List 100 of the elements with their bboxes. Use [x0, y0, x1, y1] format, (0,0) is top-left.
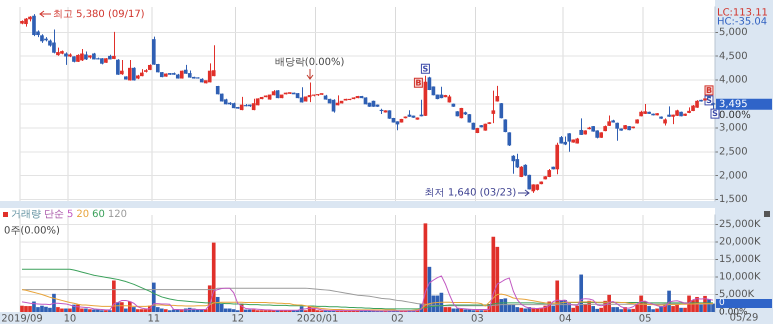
bar — [160, 308, 164, 312]
bar — [28, 306, 32, 312]
bar — [675, 304, 679, 312]
bar — [655, 308, 659, 312]
x-tick-label: 02 — [391, 314, 404, 324]
x-tick-label: 2020/01 — [296, 314, 338, 324]
bar — [651, 309, 655, 312]
y-tick-label: 5,000K — [719, 289, 755, 300]
bar — [64, 308, 68, 312]
candlestick — [336, 94, 340, 106]
candlestick — [579, 118, 584, 136]
bar — [515, 307, 520, 312]
y-tick-label: 10,000K — [719, 272, 761, 283]
bar — [124, 308, 128, 312]
annotation: B — [706, 86, 712, 95]
candlestick — [80, 48, 84, 62]
bar — [627, 309, 631, 312]
candlestick — [240, 96, 244, 111]
candlestick — [567, 132, 572, 152]
y-tick-label: 5,000 — [719, 26, 748, 38]
candlestick — [184, 64, 188, 74]
y-tick-label: 25,000K — [719, 219, 761, 230]
text: 0 — [716, 298, 772, 308]
bar — [60, 308, 64, 312]
y-tick-label: 20,000K — [719, 236, 761, 248]
annotation: 0주(0.00%) — [4, 226, 60, 237]
bar — [647, 306, 651, 312]
bar — [699, 304, 703, 312]
bar — [571, 308, 576, 312]
bar — [20, 306, 24, 312]
y-tick-label: 4,500 — [719, 50, 748, 62]
candlestick — [499, 102, 504, 119]
bar — [164, 309, 168, 312]
y-tick-label: 4,000 — [719, 74, 748, 86]
bar — [40, 306, 44, 312]
bar — [232, 309, 236, 312]
candlestick — [308, 82, 312, 103]
candlestick — [128, 60, 132, 82]
bar — [591, 306, 596, 312]
candlestick — [607, 114, 611, 126]
annotation: 최고 5,380 (09/17) — [52, 8, 145, 20]
y-tick-label: 2,000 — [719, 170, 748, 182]
candlestick — [132, 66, 136, 82]
bar — [631, 308, 635, 312]
candlestick — [64, 52, 68, 66]
candlestick — [116, 58, 120, 76]
candlestick — [491, 90, 496, 124]
candlestick — [332, 98, 336, 114]
candlestick — [52, 28, 56, 54]
legend-label: 거래량 — [11, 209, 41, 220]
bar — [456, 308, 460, 312]
bar — [619, 309, 623, 312]
candlestick — [507, 132, 512, 147]
y-tick-label: 1,500 — [719, 194, 748, 206]
bar — [519, 308, 524, 312]
bar — [68, 308, 72, 312]
bar — [80, 308, 84, 312]
x-tick-label: 12 — [231, 314, 244, 324]
bar — [575, 306, 580, 312]
x-tick-label: 03 — [470, 314, 484, 324]
bar — [595, 308, 599, 312]
bar — [611, 307, 615, 312]
x-tick-label: 04 — [558, 314, 572, 324]
candlestick — [112, 31, 116, 60]
text: 120 — [108, 209, 127, 220]
bar — [88, 309, 92, 312]
bar — [228, 308, 232, 312]
y-tick-label: 3,000 — [719, 122, 748, 134]
text: 20 — [76, 209, 90, 220]
candlestick — [120, 60, 124, 76]
bar — [140, 309, 144, 312]
annotation: S — [422, 64, 429, 74]
candlestick — [667, 106, 671, 118]
bar — [448, 307, 452, 312]
x-tick-label: 11 — [147, 314, 160, 324]
bar — [452, 308, 456, 312]
bar — [44, 306, 48, 312]
candlestick — [32, 14, 36, 37]
legend-title: 단순 — [44, 209, 64, 220]
bar — [551, 306, 556, 312]
x-tick-label: 10 — [64, 314, 76, 324]
bar — [24, 306, 28, 312]
bar — [615, 307, 619, 312]
bar — [56, 307, 60, 312]
bar — [444, 307, 448, 312]
annotation: S — [712, 109, 718, 118]
text: 60 — [92, 209, 105, 220]
candlestick — [671, 114, 675, 125]
x-tick-label: 2019/09 — [1, 314, 43, 324]
candlestick — [440, 86, 444, 99]
bar — [136, 309, 140, 312]
candlestick — [208, 62, 212, 83]
candlestick — [300, 86, 304, 104]
x-tick-label: 05 — [638, 314, 652, 324]
text: HC:-35.04 — [717, 16, 768, 28]
bar — [711, 304, 715, 312]
bar — [32, 302, 36, 312]
bar — [212, 242, 216, 312]
annotation: B — [415, 78, 422, 88]
candlestick — [420, 99, 424, 117]
